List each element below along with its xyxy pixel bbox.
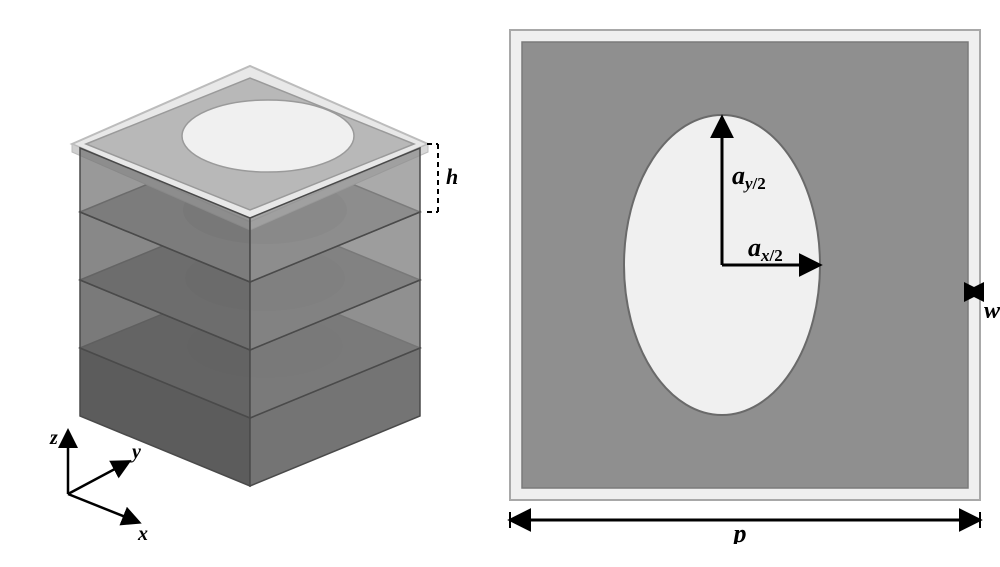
isometric-stack-view: h z y x [20, 24, 460, 544]
h-dimension-bracket [427, 144, 438, 212]
z-axis-label: z [49, 427, 58, 449]
figure-container: h z y x [20, 14, 980, 554]
top-ellipse-aperture [182, 100, 354, 172]
iso-svg: h z y x [20, 24, 460, 544]
top-down-unit-cell: ay/2 ax/2 w p [500, 24, 1000, 544]
h-label: h [446, 164, 458, 189]
axes-triad [68, 432, 138, 522]
w-label: w [984, 298, 1000, 324]
topdown-svg: ay/2 ax/2 w p [500, 24, 1000, 544]
x-axis-label: x [137, 523, 148, 544]
p-label: p [732, 519, 747, 544]
y-axis-label: y [130, 441, 141, 463]
